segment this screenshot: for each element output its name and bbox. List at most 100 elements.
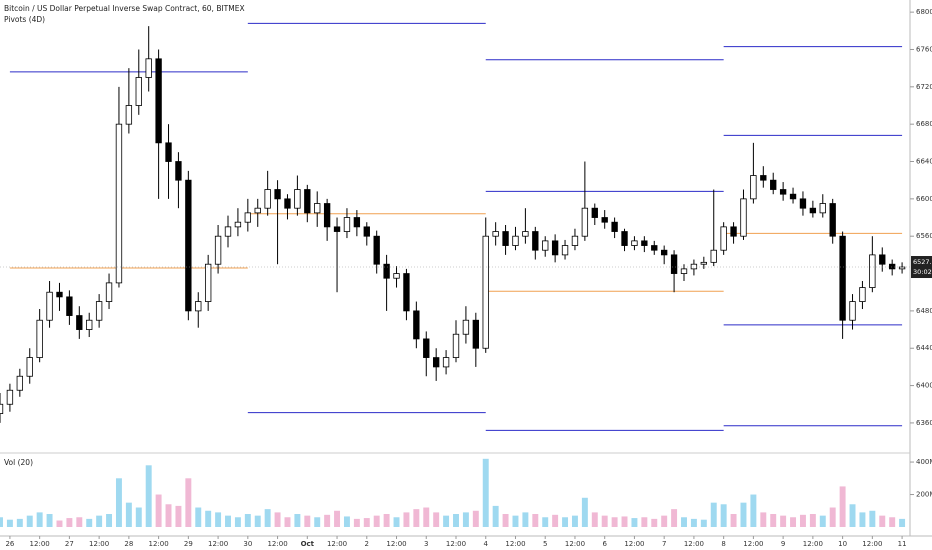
x-tick-label: 9 xyxy=(781,540,785,548)
candle-body xyxy=(779,189,787,195)
volume-bar xyxy=(829,507,836,527)
volume-bar xyxy=(66,518,73,527)
volume-bar xyxy=(86,518,93,527)
volume-bar xyxy=(700,519,707,527)
candle-body xyxy=(730,226,737,237)
candle-body xyxy=(809,207,817,214)
volume-bar xyxy=(304,515,311,527)
volume-bar xyxy=(542,517,549,527)
y-tick-label: 6600.0 xyxy=(916,195,932,203)
candle-body xyxy=(165,142,172,162)
indicator-label: Pivots (4D) xyxy=(4,15,45,24)
candle-body xyxy=(383,263,390,279)
volume-bar xyxy=(205,510,212,527)
volume-bar xyxy=(472,510,479,527)
volume-bar xyxy=(234,517,241,527)
candle-body xyxy=(333,226,341,232)
volume-bar xyxy=(770,514,777,527)
candle-body xyxy=(0,403,4,414)
candle-body xyxy=(819,203,826,214)
candle-body xyxy=(591,207,598,218)
candle-body xyxy=(869,254,876,288)
candle-body xyxy=(829,203,836,237)
candle-body xyxy=(601,217,608,223)
candle-body xyxy=(373,235,380,265)
candle-body xyxy=(274,189,281,200)
volume-bar xyxy=(899,518,906,527)
x-tick-label: 11 xyxy=(898,540,907,548)
candle-body xyxy=(690,263,698,270)
volume-bar xyxy=(135,507,142,527)
candle-body xyxy=(700,261,708,265)
candle-body xyxy=(155,58,162,144)
volume-bar xyxy=(552,514,559,527)
candle-body xyxy=(135,77,142,106)
candle-body xyxy=(888,263,896,270)
candle-body xyxy=(522,231,529,237)
candle-body xyxy=(363,226,370,237)
x-tick-label: 12:00 xyxy=(803,540,823,548)
x-tick-label: 12:00 xyxy=(505,540,525,548)
candle-body xyxy=(542,240,549,251)
x-tick-label: 12:00 xyxy=(743,540,763,548)
volume-bar xyxy=(254,515,261,527)
candle-body xyxy=(413,310,420,340)
y-tick-label: 6440.0 xyxy=(916,344,932,352)
x-tick-label: 10 xyxy=(838,540,847,548)
y-tick-label: 6800.0 xyxy=(916,8,932,16)
candle-body xyxy=(314,203,321,214)
volume-bar xyxy=(611,517,618,527)
x-tick-label: 7 xyxy=(662,540,666,548)
volume-bar xyxy=(512,515,519,527)
volume-bar xyxy=(115,478,122,527)
volume-label: Vol (20) xyxy=(4,458,33,467)
volume-bar xyxy=(324,514,331,527)
x-tick-label: 12:00 xyxy=(30,540,50,548)
candle-body xyxy=(125,105,133,125)
candle-body xyxy=(403,273,410,312)
volume-bar xyxy=(720,504,727,527)
candle-body xyxy=(720,226,727,251)
x-tick-label: 30 xyxy=(243,540,252,548)
price-tag-label: 6527.0 xyxy=(913,258,932,266)
volume-bar xyxy=(849,504,856,527)
volume-bar xyxy=(195,507,202,527)
candle-body xyxy=(195,301,202,312)
candle-body xyxy=(512,235,519,246)
candle-body xyxy=(879,254,886,265)
x-tick-label: 12:00 xyxy=(267,540,287,548)
candle-body xyxy=(16,375,24,391)
candle-body xyxy=(551,240,559,256)
volume-bar xyxy=(284,517,291,527)
candle-body xyxy=(294,189,301,209)
volume-bar xyxy=(631,518,638,527)
volume-bar xyxy=(502,514,509,527)
volume-bar xyxy=(492,505,499,527)
volume-bar xyxy=(581,497,588,527)
volume-bar xyxy=(750,494,757,527)
candle-body xyxy=(571,235,579,246)
volume-bar xyxy=(453,514,459,527)
x-tick-label: 4 xyxy=(484,540,489,548)
volume-bar xyxy=(522,512,529,527)
volume-bar xyxy=(889,517,896,527)
candle-body xyxy=(323,203,331,228)
candle-body xyxy=(710,249,717,263)
volume-bar xyxy=(165,504,172,527)
candle-body xyxy=(264,189,271,209)
candle-body xyxy=(76,315,83,330)
candle-body xyxy=(284,198,291,209)
candle-body xyxy=(492,231,499,237)
x-tick-label: 3 xyxy=(424,540,428,548)
candle-body xyxy=(482,235,489,349)
candle-body xyxy=(472,319,480,349)
volume-bar xyxy=(343,516,350,527)
volume-bar xyxy=(225,515,231,527)
marks xyxy=(0,22,910,527)
volume-bar xyxy=(36,512,43,527)
candle-body xyxy=(432,357,440,368)
candle-body xyxy=(46,291,53,321)
candle-body xyxy=(839,235,846,321)
candle-body xyxy=(105,282,113,302)
